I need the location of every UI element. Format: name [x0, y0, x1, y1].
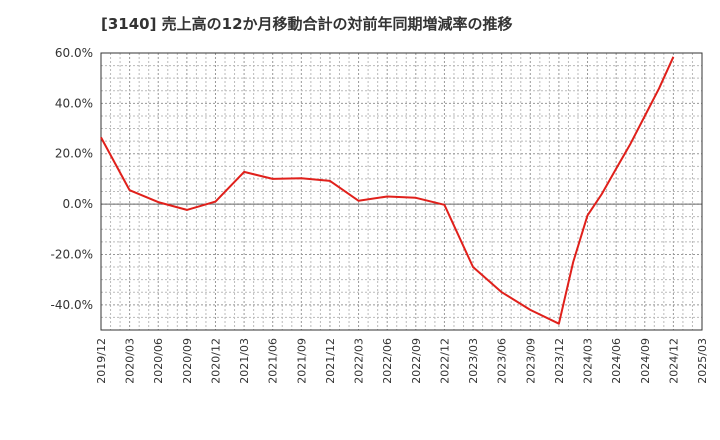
- plot-border: [100, 52, 703, 331]
- x-tick-label: 2023/09: [524, 338, 537, 384]
- x-tick-label: 2024/09: [639, 338, 652, 384]
- y-tick-label: 60.0%: [55, 46, 93, 60]
- y-tick-label: -20.0%: [51, 247, 93, 261]
- x-tick-label: 2024/12: [667, 338, 680, 384]
- x-tick-label: 2021/12: [324, 338, 337, 384]
- x-tick-label: 2022/12: [438, 338, 451, 384]
- y-tick-label: -40.0%: [51, 298, 93, 312]
- x-tick-label: 2022/06: [381, 338, 394, 384]
- series-line: [100, 56, 675, 325]
- x-tick-label: 2021/09: [295, 338, 308, 384]
- chart-title: [3140] 売上高の12か月移動合計の対前年同期増減率の推移: [101, 15, 513, 33]
- x-tick-label: 2019/12: [95, 338, 108, 384]
- y-tick-label: 40.0%: [55, 96, 93, 110]
- x-tick-label: 2023/03: [467, 338, 480, 384]
- x-tick-label: 2022/03: [353, 338, 366, 384]
- x-tick-label: 2021/06: [267, 338, 280, 384]
- x-tick-label: 2020/06: [152, 338, 165, 384]
- x-tick-label: 2020/12: [209, 338, 222, 384]
- y-tick-label: 0.0%: [63, 197, 94, 211]
- x-tick-label: 2023/12: [553, 338, 566, 384]
- x-tick-label: 2023/06: [496, 338, 509, 384]
- x-tick-label: 2022/09: [410, 338, 423, 384]
- x-tick-label: 2024/06: [610, 338, 623, 384]
- x-tick-label: 2020/03: [124, 338, 137, 384]
- x-tick-label: 2021/03: [238, 338, 251, 384]
- x-tick-label: 2020/09: [181, 338, 194, 384]
- x-tick-label: 2024/03: [582, 338, 595, 384]
- x-tick-label: 2025/03: [696, 338, 709, 384]
- y-tick-label: 20.0%: [55, 147, 93, 161]
